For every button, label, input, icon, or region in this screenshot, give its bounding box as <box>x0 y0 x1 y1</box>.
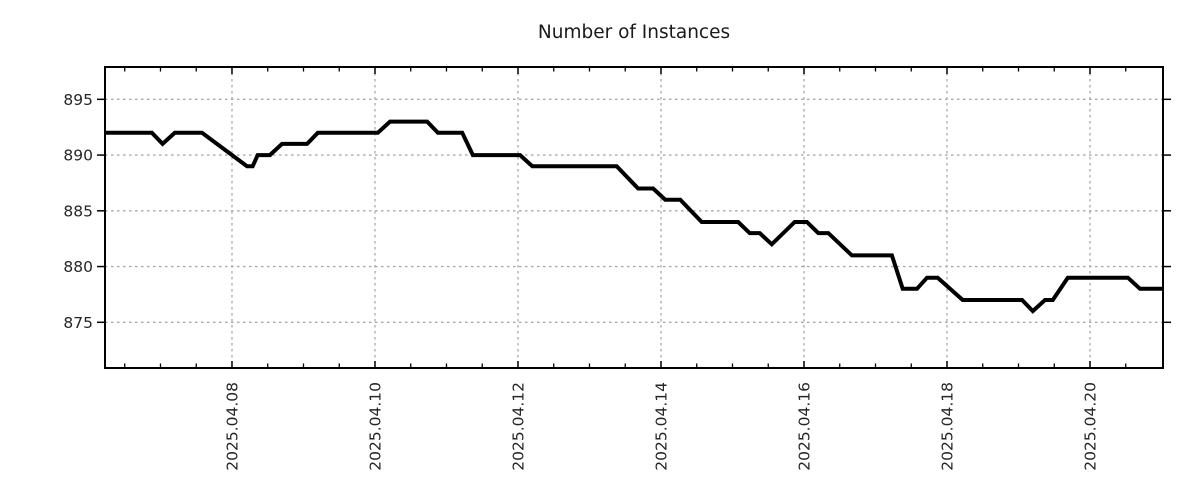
gridlines <box>105 67 1163 368</box>
x-tick-label: 2025.04.20 <box>1081 382 1099 471</box>
y-tick-label: 885 <box>63 202 93 220</box>
plot-border <box>104 66 1164 369</box>
instances-series-line <box>104 119 1163 314</box>
y-tick-label: 875 <box>63 314 93 332</box>
x-tick-label: 2025.04.14 <box>652 382 670 471</box>
axis-tick-labels: 875 880 885 890 895 2025.04.08 2025.04.10 2025.… <box>63 91 1099 471</box>
y-tick-label: 890 <box>63 147 93 165</box>
x-tick-label: 2025.04.12 <box>509 382 527 471</box>
chart-title: Number of Instances <box>538 22 730 43</box>
y-tick-label: 895 <box>63 91 93 109</box>
x-tick-label: 2025.04.18 <box>938 382 956 471</box>
x-tick-label: 2025.04.16 <box>795 382 813 471</box>
x-tick-label: 2025.04.08 <box>223 382 241 471</box>
y-tick-label: 880 <box>63 258 93 276</box>
x-tick-label: 2025.04.10 <box>366 382 384 471</box>
